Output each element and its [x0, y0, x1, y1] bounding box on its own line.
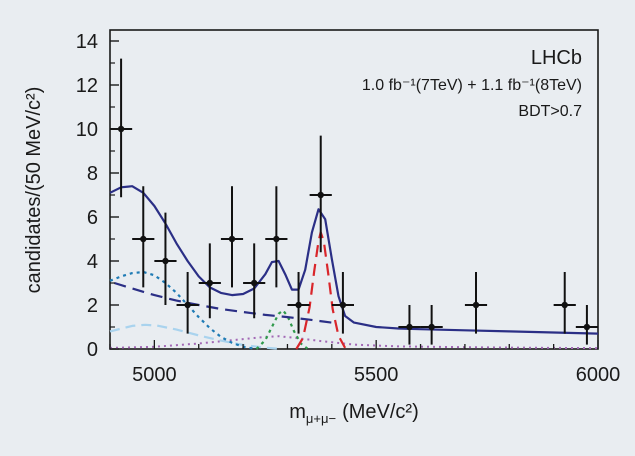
point-marker	[295, 301, 302, 309]
x-tick-label: 5000	[132, 364, 177, 386]
annotation-selection: BDT>0.7	[518, 103, 582, 120]
y-tick-label: 10	[76, 119, 98, 141]
point-marker	[184, 301, 191, 309]
annotation-experiment: LHCb	[531, 47, 582, 69]
data-point	[553, 272, 576, 334]
point-marker	[250, 279, 258, 287]
y-tick-label: 12	[76, 75, 98, 97]
curve-partially-reco	[109, 323, 279, 350]
point-marker	[140, 235, 147, 243]
data-point	[331, 272, 354, 334]
data-points	[110, 58, 598, 345]
point-marker	[561, 301, 568, 309]
x-axis-label-unit: (MeV/c²)	[342, 401, 419, 423]
x-tick-label: 6000	[576, 364, 621, 386]
y-tick-label: 2	[87, 295, 98, 317]
data-point	[176, 272, 199, 334]
point-marker	[273, 235, 280, 243]
curve-peaking	[109, 270, 255, 350]
data-point	[309, 135, 332, 253]
data-point	[154, 212, 177, 305]
y-tick-label: 6	[87, 207, 98, 229]
point-marker	[206, 279, 214, 287]
data-point	[398, 305, 421, 345]
x-tick-label: 5500	[354, 364, 399, 386]
data-point	[464, 272, 488, 334]
data-point	[265, 186, 288, 288]
point-marker	[162, 257, 169, 265]
data-point	[575, 305, 598, 345]
point-marker	[472, 301, 480, 309]
y-tick-label: 8	[87, 163, 98, 185]
curve-total	[109, 185, 599, 335]
y-tick-label: 4	[87, 251, 98, 273]
x-axis-label-main: m	[289, 401, 306, 423]
data-point	[287, 272, 310, 334]
y-tick-label: 14	[76, 31, 98, 53]
point-marker	[428, 323, 435, 331]
y-axis-label: candidates/(50 MeV/c²)	[23, 87, 45, 294]
y-tick-label: 0	[87, 339, 98, 361]
x-axis-label: mμ+μ− (MeV/c²)	[289, 401, 419, 426]
point-marker	[117, 125, 125, 133]
plot-frame	[109, 29, 599, 350]
point-marker	[583, 323, 591, 331]
point-marker	[339, 301, 347, 309]
data-point	[243, 243, 266, 319]
data-point	[110, 58, 133, 198]
data-point	[220, 186, 244, 288]
fit-curves	[109, 185, 599, 350]
x-axis-label-sub: μ+μ−	[306, 411, 336, 426]
data-point	[132, 186, 155, 288]
annotation-luminosity: 1.0 fb⁻¹(7TeV) + 1.1 fb⁻¹(8TeV)	[362, 77, 582, 94]
data-point	[198, 243, 221, 319]
point-marker	[406, 323, 413, 331]
point-marker	[317, 191, 324, 199]
curve-misid	[109, 335, 599, 350]
axis-ticks: 0 2 4 6 8 10 12 14 5000 5500 6000	[76, 31, 621, 386]
point-marker	[228, 235, 236, 243]
data-point	[420, 305, 443, 345]
